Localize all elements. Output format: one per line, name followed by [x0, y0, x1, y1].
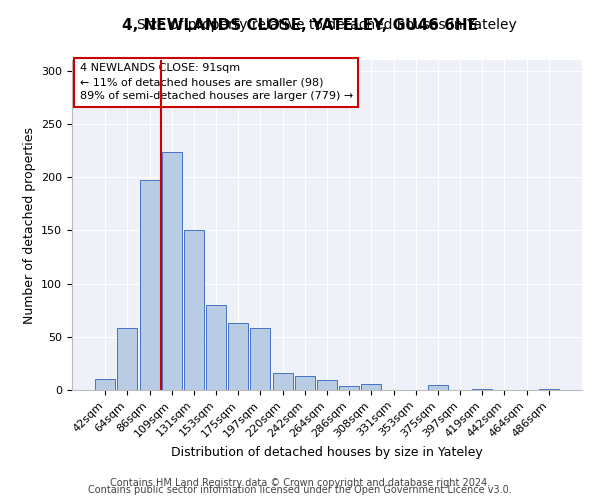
- Bar: [250, 328, 271, 390]
- Bar: [428, 384, 448, 390]
- Bar: [361, 384, 382, 390]
- Text: 4, NEWLANDS CLOSE, YATELEY, GU46 6HE: 4, NEWLANDS CLOSE, YATELEY, GU46 6HE: [122, 18, 478, 32]
- Bar: [228, 323, 248, 390]
- Bar: [472, 389, 492, 390]
- Bar: [272, 373, 293, 390]
- Bar: [162, 152, 182, 390]
- Title: Size of property relative to detached houses in Yateley: Size of property relative to detached ho…: [137, 18, 517, 32]
- Text: Contains HM Land Registry data © Crown copyright and database right 2024.: Contains HM Land Registry data © Crown c…: [110, 478, 490, 488]
- Bar: [118, 328, 137, 390]
- Text: 4 NEWLANDS CLOSE: 91sqm
← 11% of detached houses are smaller (98)
89% of semi-de: 4 NEWLANDS CLOSE: 91sqm ← 11% of detache…: [80, 64, 353, 102]
- Bar: [339, 386, 359, 390]
- Bar: [206, 305, 226, 390]
- X-axis label: Distribution of detached houses by size in Yateley: Distribution of detached houses by size …: [171, 446, 483, 458]
- Bar: [317, 380, 337, 390]
- Bar: [184, 230, 204, 390]
- Bar: [140, 180, 160, 390]
- Y-axis label: Number of detached properties: Number of detached properties: [23, 126, 35, 324]
- Text: Contains public sector information licensed under the Open Government Licence v3: Contains public sector information licen…: [88, 485, 512, 495]
- Bar: [95, 380, 115, 390]
- Bar: [539, 389, 559, 390]
- Bar: [295, 376, 315, 390]
